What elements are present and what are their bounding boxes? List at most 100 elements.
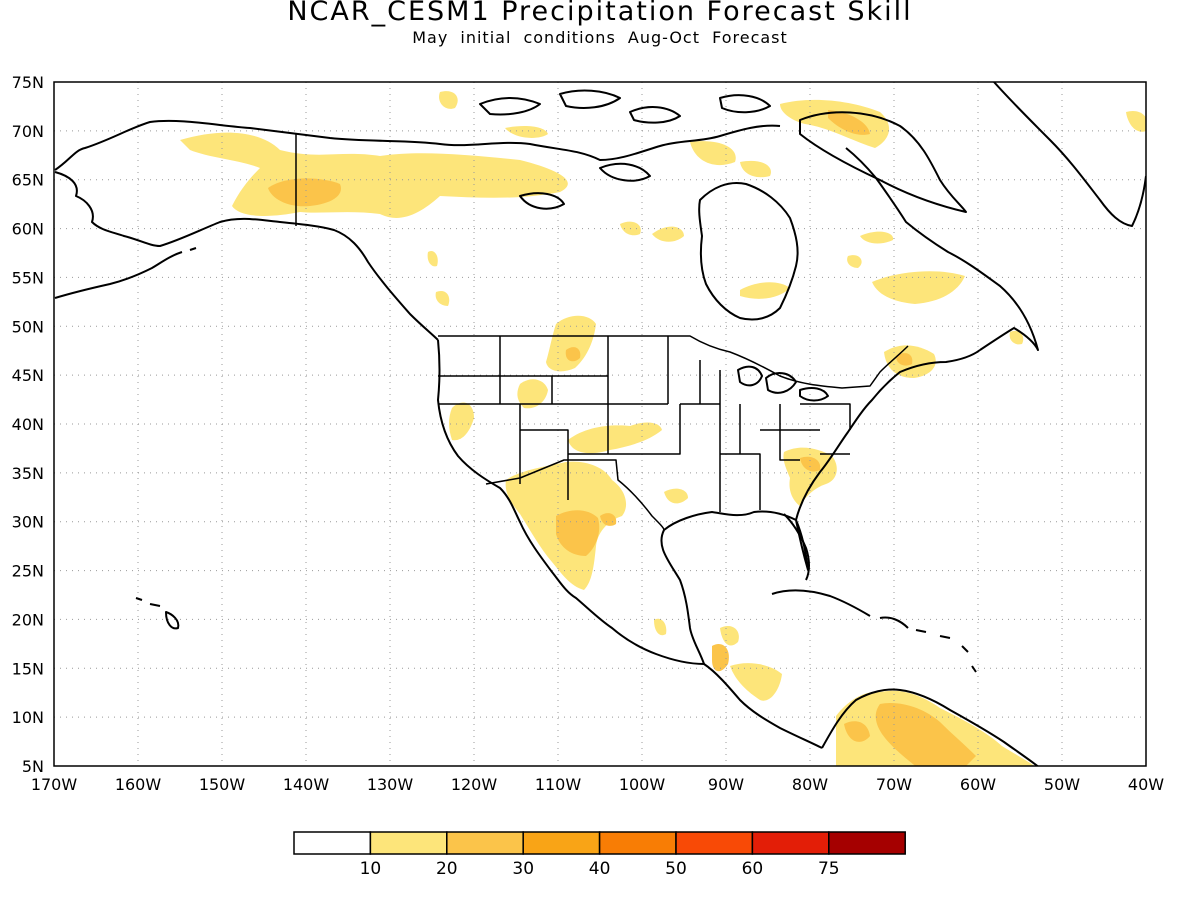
skill-region-colorado (568, 422, 662, 454)
border-us-canada (438, 335, 909, 389)
skill-shading-layer (180, 91, 1146, 766)
longitude-tick-label: 40W (1128, 775, 1164, 794)
longitude-tick-label: 120W (451, 775, 498, 794)
latitude-tick-label: 75N (12, 73, 44, 92)
longitude-tick-label: 150W (199, 775, 246, 794)
skill-region-texas (664, 488, 688, 504)
skill-region-venezuela-core (844, 703, 976, 766)
latitude-tick-label: 50N (12, 317, 44, 336)
skill-region-baffin-core (828, 110, 870, 135)
legend-swatch (293, 831, 372, 855)
longitude-tick-label: 50W (1044, 775, 1080, 794)
legend-swatch (598, 831, 677, 855)
border-states-east (680, 360, 851, 512)
skill-region-carolinas-core (800, 456, 821, 472)
legend-swatch (522, 831, 601, 855)
legend-label: 60 (742, 859, 764, 879)
political-borders (295, 134, 909, 531)
skill-region-bc (427, 250, 450, 306)
coastline-us-west (437, 339, 823, 749)
skill-region-greenland-edge (1126, 111, 1146, 132)
coastline-canada-east (845, 147, 1039, 351)
skill-region-montana-core (565, 347, 581, 362)
longitude-labels: 170W 160W 150W 140W 130W 120W 110W 100W 90W 80W 70… (31, 775, 1164, 794)
legend-swatch (369, 831, 448, 855)
longitude-tick-label: 80W (792, 775, 828, 794)
longitude-tick-label: 170W (31, 775, 78, 794)
skill-region-newengland-core (896, 353, 913, 366)
coastline-alaska-west (54, 171, 439, 341)
skill-region-honduras (730, 663, 782, 701)
skill-region-yukon-core (268, 178, 341, 207)
skill-region-carolinas (783, 447, 837, 506)
longitude-tick-label: 140W (283, 775, 330, 794)
legend-swatch (751, 831, 830, 855)
coastline-arctic-islands (479, 89, 771, 210)
legend-label: 20 (436, 859, 458, 879)
coastline-cuba (771, 589, 909, 629)
latitude-tick-label: 60N (12, 220, 44, 239)
legend-swatch (675, 831, 754, 855)
skill-region-mexico-core (556, 510, 617, 556)
latitude-tick-label: 45N (12, 366, 44, 385)
color-legend: 10 20 30 40 50 60 75 (293, 831, 906, 879)
longitude-tick-label: 100W (619, 775, 666, 794)
legend-label: 40 (589, 859, 611, 879)
latitude-tick-label: 40N (12, 415, 44, 434)
coastlines-and-borders (54, 82, 1146, 766)
skill-region-quebec-n (847, 231, 894, 268)
border-us-mexico (485, 459, 665, 531)
border-states-west (438, 336, 681, 500)
latitude-tick-label: 15N (12, 659, 44, 678)
latitude-labels: 5N 10N 15N 20N 25N 30N 35N 40N 45N 50N 55N 60N 65N 70… (12, 73, 44, 776)
coastline-north-america-north (54, 119, 781, 171)
longitude-tick-label: 110W (535, 775, 582, 794)
latitude-tick-label: 70N (12, 122, 44, 141)
skill-region-montana (546, 315, 596, 372)
map-title: NCAR_CESM1 Precipitation Forecast Skill (287, 0, 913, 27)
latitude-tick-label: 25N (12, 562, 44, 581)
coastline-baffin-island (799, 111, 967, 213)
coastline-greenland (993, 82, 1146, 227)
longitude-tick-label: 70W (876, 775, 912, 794)
skill-region-hudson-n (690, 141, 771, 178)
coastline-great-lakes (737, 365, 829, 402)
skill-region-nevada (449, 402, 474, 441)
longitude-tick-label: 130W (367, 775, 414, 794)
longitude-tick-label: 160W (115, 775, 162, 794)
skill-region-labrador (740, 271, 965, 304)
map-subtitle: May initial conditions Aug-Oct Forecast (412, 28, 788, 47)
latitude-tick-label: 20N (12, 610, 44, 629)
legend-swatch (828, 831, 906, 855)
coastline-south-america (821, 688, 1040, 766)
latitude-tick-label: 55N (12, 268, 44, 287)
coastline-caribbean-islands (915, 629, 977, 673)
longitude-tick-label: 60W (960, 775, 996, 794)
coastline-hudson-bay (698, 182, 799, 321)
latitude-tick-label: 35N (12, 464, 44, 483)
plot-frame (53, 81, 1147, 767)
legend-swatch (446, 831, 524, 855)
graticule (54, 82, 1146, 766)
latitude-tick-label: 10N (12, 708, 44, 727)
legend-label: 50 (665, 859, 687, 879)
legend-label: 30 (512, 859, 534, 879)
coastline-gulf-and-east (660, 349, 981, 665)
longitude-tick-label: 90W (708, 775, 744, 794)
latitude-tick-label: 30N (12, 513, 44, 532)
skill-region-idaho (517, 379, 548, 409)
skill-region-arctic-islands (439, 91, 548, 138)
latitude-tick-label: 65N (12, 171, 44, 190)
legend-label: 75 (818, 859, 840, 879)
skill-region-alaska (180, 132, 568, 218)
skill-region-yucatan (654, 618, 739, 646)
coastline-hawaii (135, 597, 180, 630)
skill-region-newfoundland (1009, 330, 1024, 345)
skill-region-guatemala (712, 644, 729, 672)
coastline-florida (783, 513, 810, 581)
skill-region-baffin (780, 99, 890, 148)
coastline-aleutians (54, 247, 197, 299)
latitude-tick-label: 5N (22, 757, 44, 776)
legend-label: 10 (360, 859, 382, 879)
